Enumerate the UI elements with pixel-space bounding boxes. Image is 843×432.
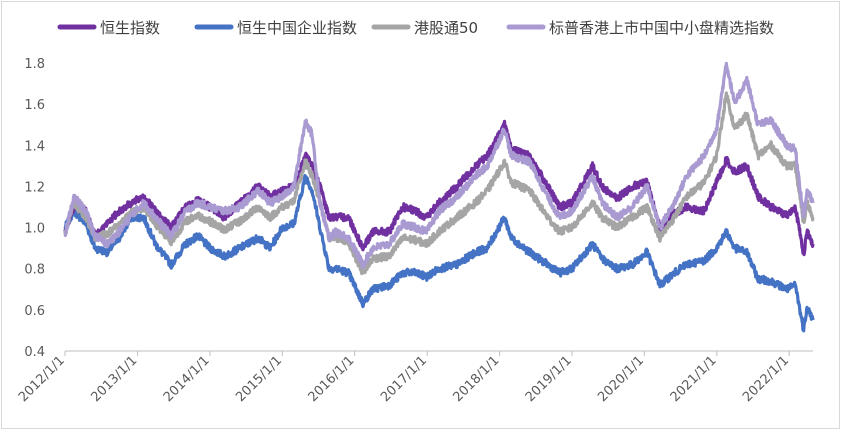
x-tick-label: 2022/1/1 bbox=[740, 353, 792, 405]
y-tick-label: 1.8 bbox=[24, 57, 45, 72]
x-tick-label: 2021/1/1 bbox=[668, 353, 720, 405]
y-tick-label: 1.6 bbox=[24, 98, 45, 113]
x-tick-label: 2013/1/1 bbox=[88, 353, 140, 405]
series-line bbox=[63, 173, 815, 333]
legend-label: 标普香港上市中国中小盘精选指数 bbox=[549, 19, 774, 37]
x-tick-label: 2015/1/1 bbox=[233, 353, 285, 405]
x-tick-label: 2020/1/1 bbox=[595, 353, 647, 405]
legend-label: 恒生指数 bbox=[100, 19, 160, 37]
x-tick-label: 2019/1/1 bbox=[523, 353, 575, 405]
legend-label: 恒生中国企业指数 bbox=[237, 19, 357, 37]
series-line bbox=[63, 119, 815, 257]
y-tick-label: 1.4 bbox=[24, 139, 45, 154]
x-tick-label: 2018/1/1 bbox=[450, 353, 502, 405]
y-tick-label: 1.2 bbox=[24, 180, 45, 195]
x-tick-label: 2016/1/1 bbox=[306, 353, 358, 405]
x-tick-label: 2017/1/1 bbox=[378, 353, 430, 405]
series-line bbox=[63, 91, 815, 276]
x-tick-label: 2012/1/1 bbox=[16, 353, 68, 405]
y-axis: 0.4 0.6 0.8 1.0 1.2 1.4 1.6 1.8 bbox=[24, 57, 45, 360]
legend: 恒生指数 恒生中国企业指数 港股通50 标普香港上市中国中小盘精选指数 bbox=[57, 19, 774, 37]
y-tick-label: 0.6 bbox=[24, 304, 45, 319]
y-tick-label: 0.4 bbox=[24, 345, 45, 360]
y-tick-label: 0.8 bbox=[24, 263, 45, 278]
series-group bbox=[63, 61, 815, 333]
legend-label: 港股通50 bbox=[414, 19, 478, 37]
y-tick-label: 1.0 bbox=[24, 222, 45, 237]
x-axis: 2012/1/1 2013/1/1 2014/1/1 2015/1/1 2016/1/1… bbox=[16, 350, 813, 405]
x-tick-label: 2014/1/1 bbox=[161, 353, 213, 405]
series-line bbox=[63, 61, 815, 269]
